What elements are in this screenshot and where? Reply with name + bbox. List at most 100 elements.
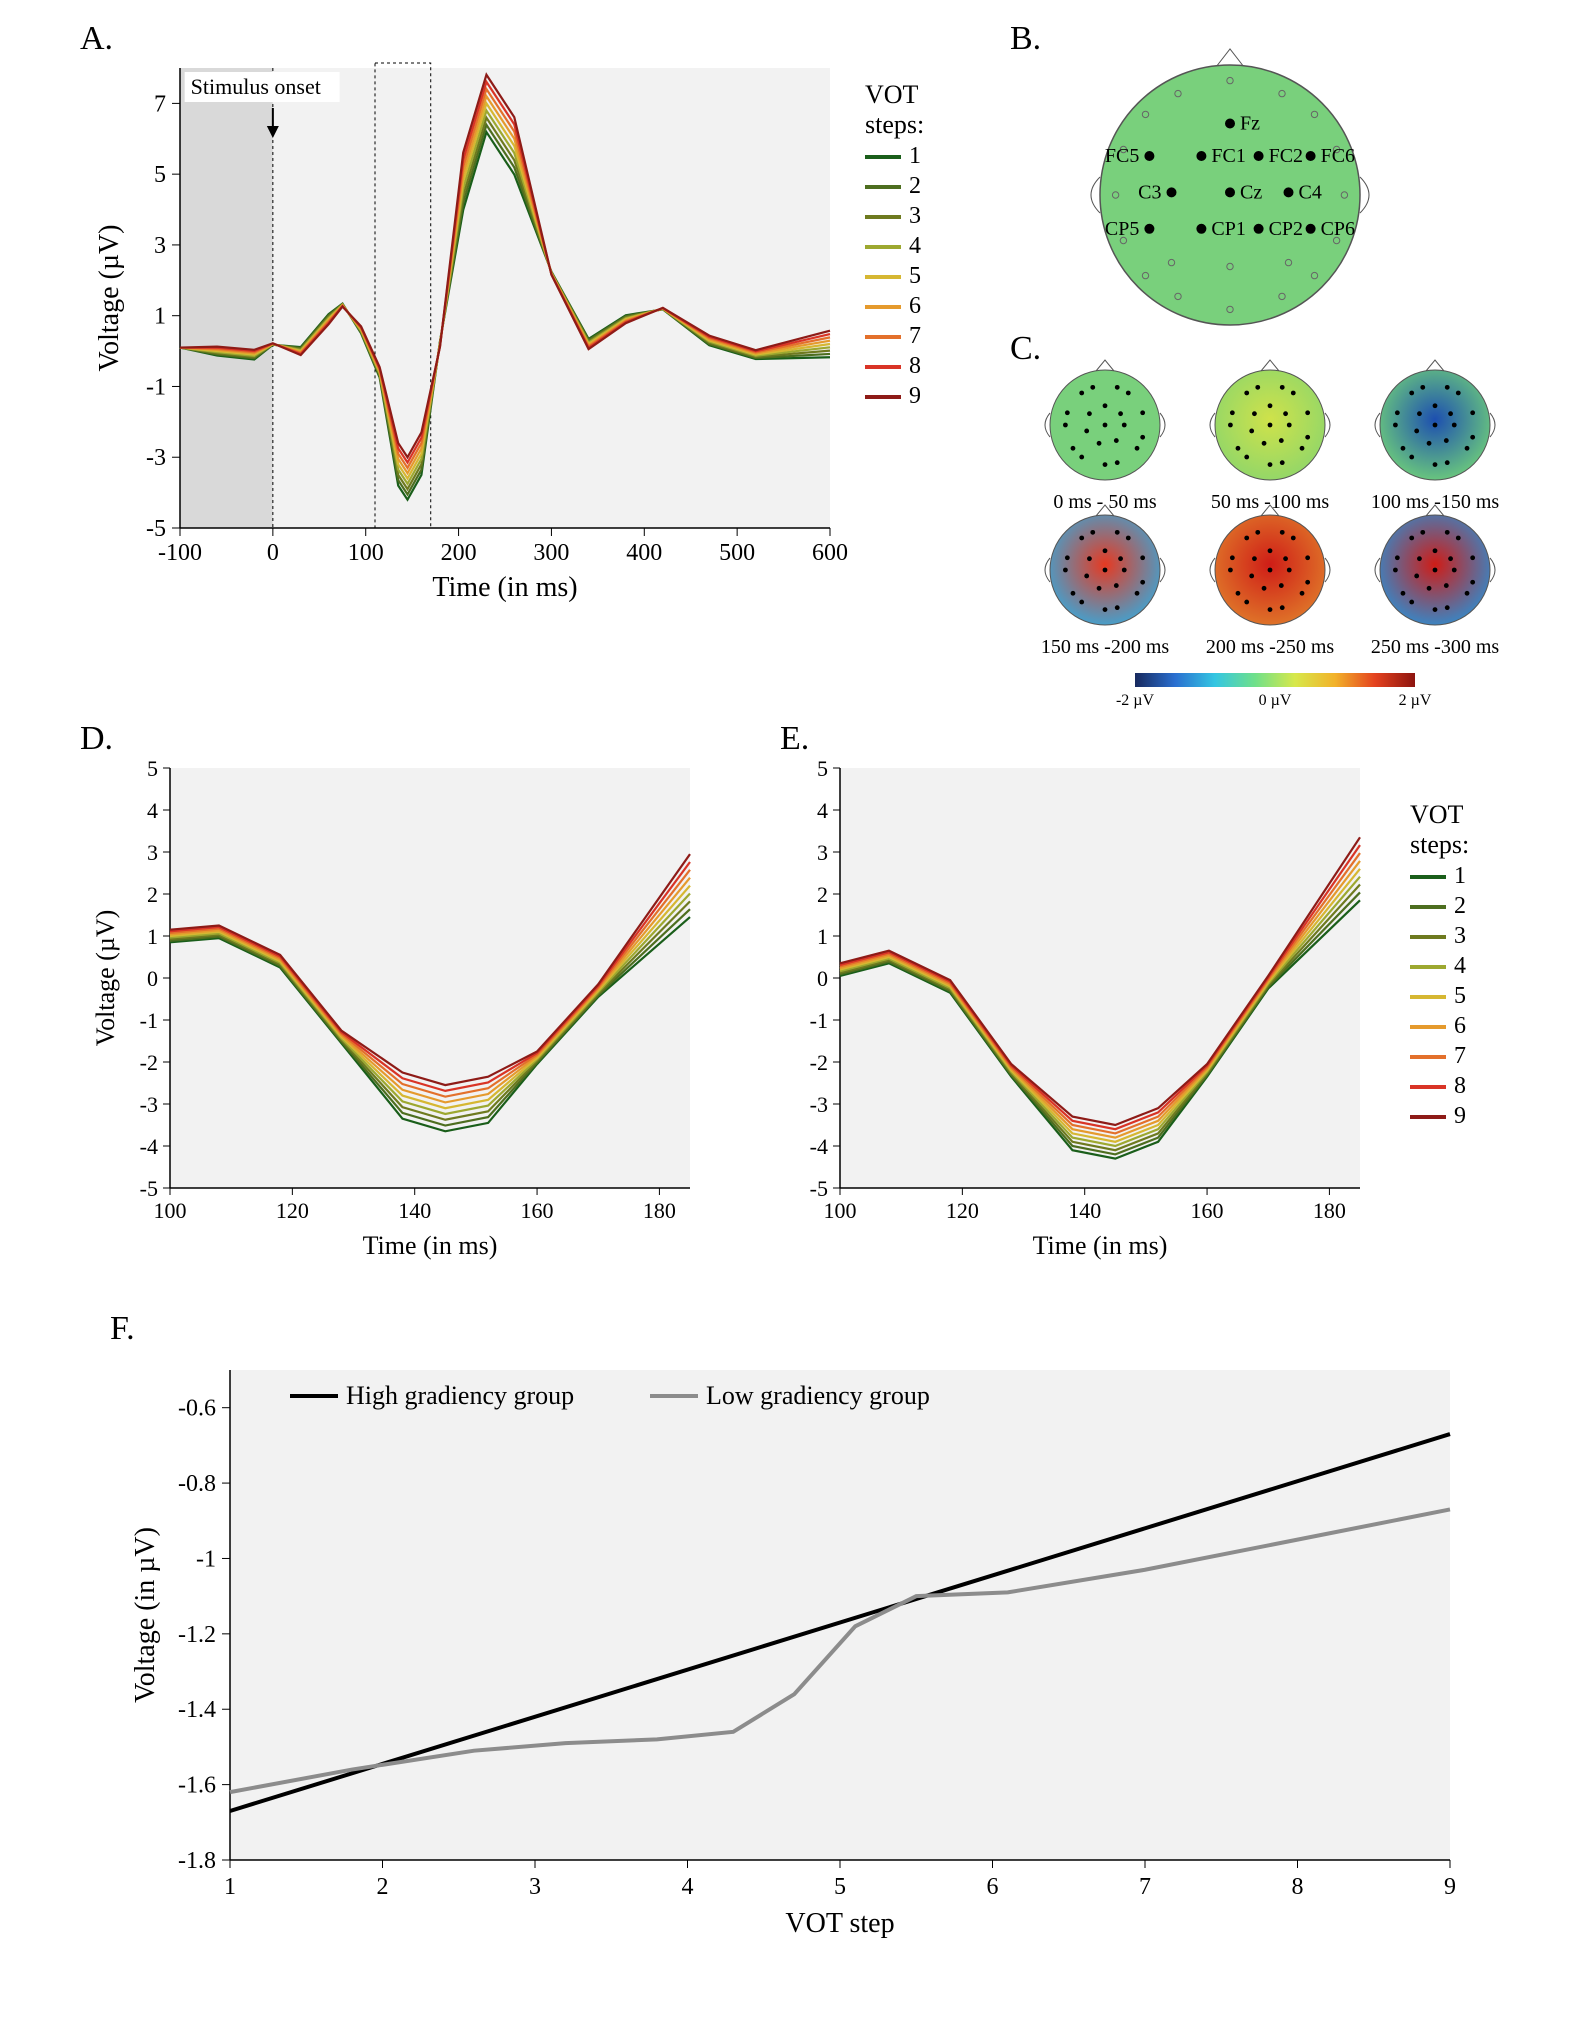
svg-text:120: 120 — [946, 1198, 979, 1223]
legend-swatch — [865, 155, 901, 159]
svg-text:5: 5 — [834, 1874, 846, 1900]
legend-label: 4 — [909, 233, 921, 260]
svg-text:0 µV: 0 µV — [1259, 692, 1292, 709]
legend-item: 2 — [1410, 893, 1469, 920]
legend-item: 3 — [865, 203, 924, 230]
legend-item: 2 — [865, 173, 924, 200]
legend-vot-e: VOT steps: 123456789 — [1410, 800, 1469, 1133]
legend-label: 6 — [1454, 1013, 1466, 1040]
legend-item: 9 — [1410, 1103, 1469, 1130]
svg-text:3: 3 — [529, 1874, 541, 1900]
svg-text:VOT step: VOT step — [785, 1908, 894, 1939]
svg-text:-1.6: -1.6 — [178, 1773, 216, 1799]
svg-text:-0.8: -0.8 — [178, 1471, 216, 1497]
svg-text:Voltage (µV): Voltage (µV) — [91, 910, 120, 1047]
legend-label: 7 — [909, 323, 921, 350]
svg-text:1: 1 — [224, 1874, 236, 1900]
svg-text:0: 0 — [147, 966, 158, 991]
svg-text:-3: -3 — [146, 445, 166, 471]
svg-text:Time (in ms): Time (in ms) — [432, 572, 577, 603]
svg-text:0: 0 — [267, 540, 279, 566]
legend-label: 3 — [909, 203, 921, 230]
svg-text:2: 2 — [147, 882, 158, 907]
legend-item: 5 — [865, 263, 924, 290]
legend-item: 1 — [1410, 863, 1469, 890]
legend-item: 9 — [865, 383, 924, 410]
legend-label: 3 — [1454, 923, 1466, 950]
svg-text:600: 600 — [812, 540, 848, 566]
svg-text:Time (in ms): Time (in ms) — [1033, 1231, 1168, 1260]
legend-label: 6 — [909, 293, 921, 320]
svg-text:CP6: CP6 — [1321, 218, 1355, 240]
svg-text:7: 7 — [1139, 1874, 1151, 1900]
legend-item: 1 — [865, 143, 924, 170]
legend-swatch — [1410, 905, 1446, 909]
svg-text:0 ms - 50 ms: 0 ms - 50 ms — [1053, 491, 1157, 513]
svg-text:-1.8: -1.8 — [178, 1848, 216, 1874]
svg-text:-1: -1 — [196, 1546, 216, 1572]
svg-text:FC6: FC6 — [1321, 145, 1355, 167]
panel-c-topomaps: 0 ms - 50 ms50 ms -100 ms100 ms -150 ms1… — [1015, 355, 1555, 715]
legend-swatch — [865, 275, 901, 279]
legend-label: 8 — [909, 353, 921, 380]
svg-text:-3: -3 — [810, 1092, 828, 1117]
svg-text:2: 2 — [377, 1874, 389, 1900]
svg-text:3: 3 — [154, 233, 166, 259]
legend-item: 5 — [1410, 983, 1469, 1010]
panel-b-topomap: FzFC5FC1FC2FC6C3CzC4CP5CP1CP2CP6 — [1030, 30, 1430, 340]
svg-text:FC1: FC1 — [1211, 145, 1245, 167]
legend-swatch — [1410, 1085, 1446, 1089]
svg-text:140: 140 — [398, 1198, 431, 1223]
legend-swatch — [1410, 1025, 1446, 1029]
svg-text:FC5: FC5 — [1105, 145, 1139, 167]
svg-text:250 ms -300 ms: 250 ms -300 ms — [1371, 636, 1500, 658]
svg-text:-1: -1 — [810, 1008, 828, 1033]
svg-text:-2: -2 — [810, 1050, 828, 1075]
legend-label: 9 — [909, 383, 921, 410]
svg-text:-1.2: -1.2 — [178, 1622, 216, 1648]
svg-text:FC2: FC2 — [1269, 145, 1303, 167]
svg-text:0: 0 — [817, 966, 828, 991]
svg-text:-1.4: -1.4 — [178, 1697, 216, 1723]
svg-text:9: 9 — [1444, 1874, 1456, 1900]
svg-text:400: 400 — [626, 540, 662, 566]
svg-text:-3: -3 — [140, 1092, 158, 1117]
svg-text:5: 5 — [154, 162, 166, 188]
legend-swatch — [1410, 935, 1446, 939]
legend-label: 4 — [1454, 953, 1466, 980]
svg-text:C3: C3 — [1138, 181, 1161, 203]
legend-title: VOT steps: — [865, 80, 924, 140]
legend-label: 2 — [1454, 893, 1466, 920]
svg-text:500: 500 — [719, 540, 755, 566]
svg-text:160: 160 — [1191, 1198, 1224, 1223]
svg-text:C4: C4 — [1299, 181, 1322, 203]
svg-text:-4: -4 — [140, 1134, 158, 1159]
svg-text:2 µV: 2 µV — [1399, 692, 1432, 709]
legend-swatch — [865, 335, 901, 339]
svg-text:Stimulus onset: Stimulus onset — [191, 74, 321, 99]
svg-text:-2: -2 — [140, 1050, 158, 1075]
legend-swatch — [1410, 1115, 1446, 1119]
legend-label: 8 — [1454, 1073, 1466, 1100]
legend-label: 9 — [1454, 1103, 1466, 1130]
svg-text:Voltage (in µV): Voltage (in µV) — [130, 1527, 161, 1703]
legend-item: 6 — [865, 293, 924, 320]
legend-swatch — [865, 365, 901, 369]
svg-text:CP1: CP1 — [1211, 218, 1245, 240]
svg-text:1: 1 — [817, 924, 828, 949]
svg-text:4: 4 — [817, 798, 828, 823]
legend-swatch — [865, 395, 901, 399]
svg-text:100: 100 — [824, 1198, 857, 1223]
svg-text:CP5: CP5 — [1105, 218, 1139, 240]
svg-text:-1: -1 — [140, 1008, 158, 1033]
svg-text:-4: -4 — [810, 1134, 828, 1159]
svg-text:3: 3 — [817, 840, 828, 865]
legend-label: 7 — [1454, 1043, 1466, 1070]
svg-text:4: 4 — [147, 798, 158, 823]
svg-text:Voltage (µV): Voltage (µV) — [94, 224, 125, 371]
legend-swatch — [865, 215, 901, 219]
svg-text:7: 7 — [154, 91, 166, 117]
legend-item: 7 — [1410, 1043, 1469, 1070]
svg-text:3: 3 — [147, 840, 158, 865]
svg-text:CP2: CP2 — [1269, 218, 1303, 240]
